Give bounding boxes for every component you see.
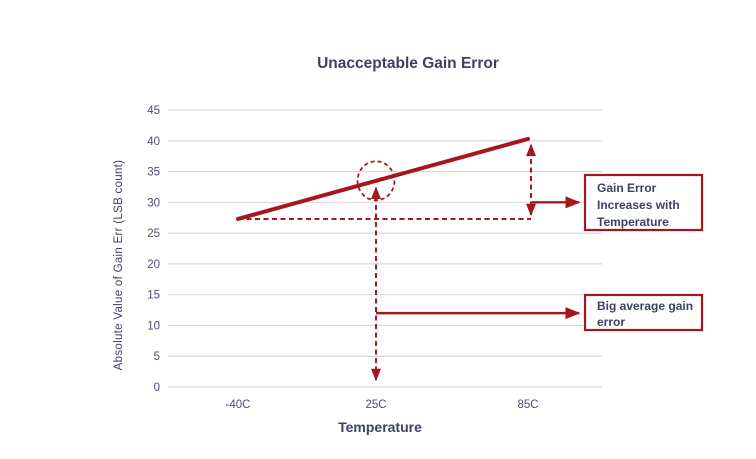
gridlines xyxy=(168,109,602,388)
y-tick-label: 25 xyxy=(147,228,160,240)
plot-elements xyxy=(236,136,581,382)
callout-text-line: error xyxy=(597,315,625,329)
y-tick-label: 40 xyxy=(147,136,160,148)
callout-text-line: Big average gain xyxy=(597,299,693,313)
x-axis-title: Temperature xyxy=(338,419,422,435)
callout-text-line: Temperature xyxy=(597,215,669,229)
y-tick-label: 35 xyxy=(147,167,160,179)
callout-box xyxy=(583,293,704,332)
y-axis-title: Absolute Value of Gain Err (LSB count) xyxy=(113,160,125,371)
callout-big-average-gain-error: Big average gain error xyxy=(583,293,704,332)
gain-error-line xyxy=(236,136,530,221)
circled-point xyxy=(356,160,396,202)
x-tick-label: 85C xyxy=(517,399,538,411)
y-tick-label: 0 xyxy=(154,382,160,394)
callout-gain-error-increases: Gain Error Increases with Temperature xyxy=(583,173,704,232)
y-axis-tick-labels: 45 40 35 30 25 20 15 10 5 0 xyxy=(147,105,160,394)
y-tick-label: 5 xyxy=(154,351,160,363)
chart-title: Unacceptable Gain Error xyxy=(317,55,499,72)
y-tick-label: 10 xyxy=(147,320,160,332)
x-tick-label: -40C xyxy=(226,399,251,411)
x-axis-tick-labels: -40C 25C 85C xyxy=(226,399,539,411)
x-tick-label: 25C xyxy=(365,399,386,411)
y-tick-label: 45 xyxy=(147,105,160,117)
callout-text-line: Increases with xyxy=(597,198,680,212)
callout-box xyxy=(583,173,704,232)
callout-text-line: Gain Error xyxy=(597,181,657,195)
y-tick-label: 30 xyxy=(147,197,160,209)
y-tick-label: 15 xyxy=(147,290,160,302)
y-tick-label: 20 xyxy=(147,259,160,271)
